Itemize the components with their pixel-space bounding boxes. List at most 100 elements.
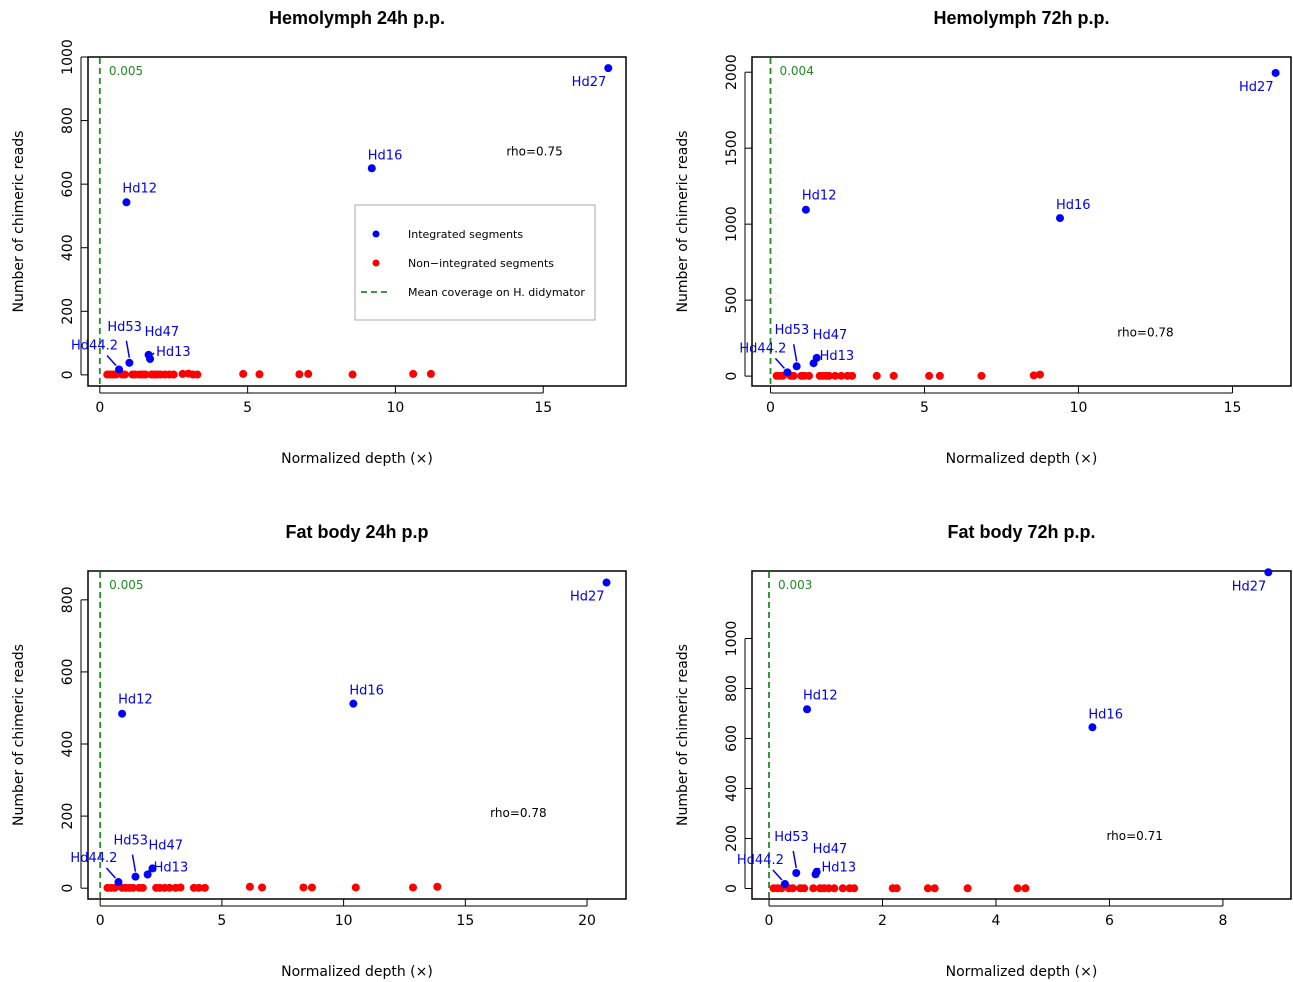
x-tick-label: 2 <box>878 913 887 929</box>
non-integrated-point <box>194 883 203 892</box>
non-integrated-point <box>351 883 360 892</box>
non-integrated-point <box>110 883 119 892</box>
non-integrated-point <box>165 883 174 892</box>
x-tick-label: 15 <box>1224 400 1242 416</box>
integrated-point <box>115 365 124 374</box>
y-tick-label: 1500 <box>724 130 740 166</box>
y-tick-label: 200 <box>60 298 76 325</box>
legend-entry: Non−integrated segments <box>408 257 554 270</box>
x-tick-label: 10 <box>335 913 353 929</box>
y-tick-label: 1000 <box>60 39 76 75</box>
non-integrated-point <box>850 884 859 893</box>
non-integrated-point <box>830 884 839 893</box>
non-integrated-point <box>169 370 178 379</box>
integrated-point <box>792 362 801 371</box>
integrated-point <box>801 205 810 214</box>
y-tick-label: 0 <box>724 372 740 381</box>
segment-label: Hd16 <box>349 684 384 699</box>
non-integrated-point <box>1035 370 1044 379</box>
y-tick-label: 400 <box>724 775 740 802</box>
non-integrated-point <box>348 370 357 379</box>
label-leader-line <box>792 850 797 869</box>
integrated-point <box>349 699 358 708</box>
non-integrated-point <box>193 370 202 379</box>
non-integrated-point <box>963 884 972 893</box>
integrated-point <box>809 359 818 368</box>
segment-label: Hd53 <box>107 320 142 335</box>
y-tick-label: 600 <box>60 659 76 686</box>
integrated-point <box>367 164 376 173</box>
chart-panel-2: Hemolymph 72h p.p. 0 5 10 15 Normalized depth… <box>675 8 1292 467</box>
non-integrated-point <box>923 884 932 893</box>
chart-title: Fat body 24h p.p <box>285 522 428 542</box>
non-integrated-point <box>307 883 316 892</box>
segment-label: Hd13 <box>820 349 855 364</box>
label-leader-line <box>125 340 131 358</box>
segment-label: Hd44.2 <box>737 853 784 868</box>
y-tick-label: 800 <box>724 675 740 702</box>
y-tick-label: 1000 <box>724 206 740 242</box>
integrated-point <box>792 869 801 877</box>
non-integrated-point <box>831 371 840 380</box>
non-integrated-point <box>925 371 934 380</box>
plot-frame <box>751 56 1292 387</box>
rho-value: rho=0.75 <box>506 145 562 159</box>
label-leader-line <box>148 352 155 358</box>
y-axis-label: Number of chimeric reads <box>11 131 27 313</box>
non-integrated-point <box>889 371 898 380</box>
y-tick-label: 200 <box>724 825 740 852</box>
non-integrated-point <box>848 371 857 380</box>
mean-coverage-value: 0.005 <box>109 64 143 78</box>
integrated-point <box>131 872 140 881</box>
legend-box <box>354 204 596 321</box>
non-integrated-point <box>809 884 818 893</box>
non-integrated-point <box>178 369 187 378</box>
non-integrated-point <box>824 884 833 893</box>
non-integrated-point <box>838 884 847 893</box>
non-integrated-point <box>129 883 138 892</box>
x-tick-label: 10 <box>1070 400 1088 416</box>
x-tick-label: 8 <box>1218 913 1227 929</box>
segment-label: Hd27 <box>1239 80 1274 95</box>
x-axis-label: Normalized depth (×) <box>946 964 1098 980</box>
label-leader-line <box>106 354 117 366</box>
non-integrated-point <box>304 369 313 378</box>
non-integrated-point <box>930 884 939 893</box>
integrated-point <box>148 864 157 873</box>
label-leader-line <box>774 357 785 369</box>
segment-label: Hd44.2 <box>71 338 118 353</box>
integrated-point <box>803 705 812 714</box>
label-leader-line <box>131 854 137 872</box>
x-tick-label: 5 <box>217 913 226 929</box>
integrated-point <box>780 880 789 888</box>
non-integrated-point <box>295 370 304 379</box>
segment-label: Hd27 <box>1232 579 1267 594</box>
non-integrated-point <box>872 371 881 380</box>
segment-label: Hd16 <box>368 148 403 163</box>
segment-label: Hd12 <box>802 189 837 204</box>
x-tick-label: 4 <box>992 913 1001 929</box>
y-tick-label: 200 <box>60 803 76 830</box>
segment-label: Hd53 <box>113 834 148 849</box>
y-tick-label: 0 <box>60 884 76 893</box>
x-axis-label: Normalized depth (×) <box>946 451 1098 467</box>
non-integrated-point <box>120 370 129 379</box>
integrated-point <box>602 578 611 587</box>
non-integrated-point <box>138 883 147 892</box>
segment-label: Hd53 <box>775 323 810 338</box>
plot-frame <box>751 570 1292 900</box>
plot-frame <box>87 56 627 387</box>
mean-coverage-value: 0.005 <box>109 578 143 592</box>
segment-label: Hd13 <box>822 860 857 875</box>
x-tick-label: 5 <box>920 400 929 416</box>
x-tick-label: 0 <box>96 913 105 929</box>
y-tick-label: 800 <box>60 586 76 613</box>
non-integrated-point <box>977 371 986 380</box>
integrated-point <box>122 198 131 207</box>
non-integrated-point <box>200 883 209 892</box>
segment-label: Hd12 <box>803 688 838 703</box>
segment-label: Hd47 <box>813 842 848 857</box>
label-leader-line <box>814 867 821 873</box>
x-axis-label: Normalized depth (×) <box>281 964 433 980</box>
